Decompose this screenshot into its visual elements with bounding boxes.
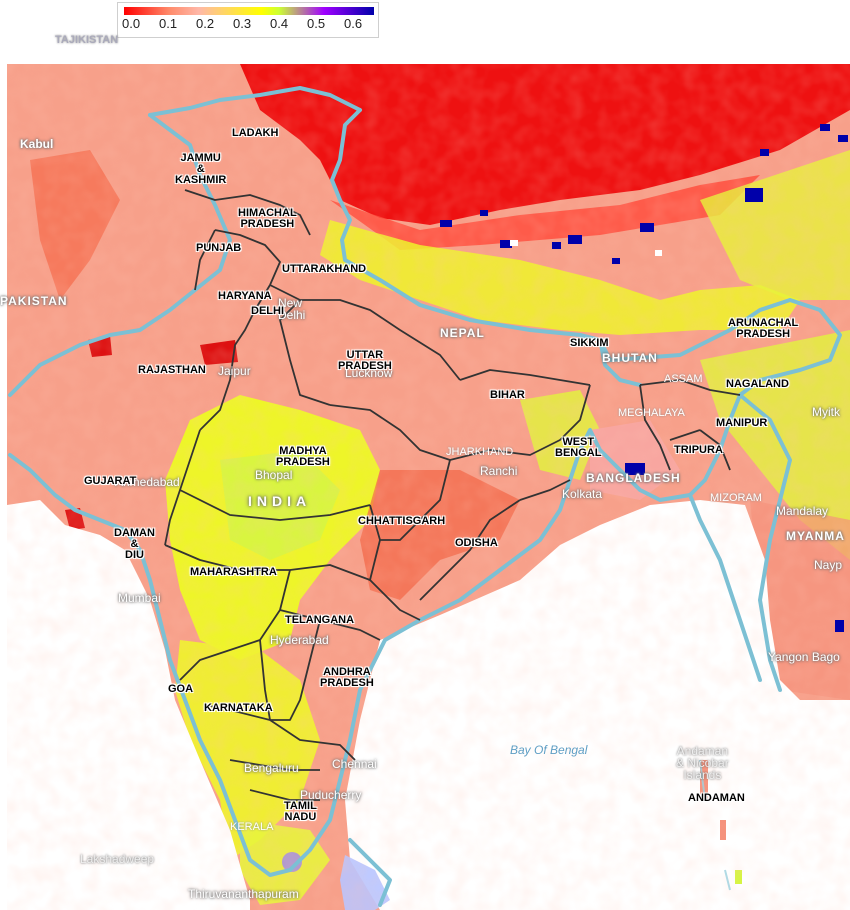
state-label-nagaland: NAGALAND xyxy=(726,378,789,390)
state-label-tamil-nadu: TAMIL NADU xyxy=(284,800,317,823)
city-label-mumbai: Mumbai xyxy=(118,591,161,605)
region-label-andaman-islands: Andaman & Nicobar Islands xyxy=(676,744,729,782)
state-label-telangana: TELANGANA xyxy=(285,614,355,626)
state-label-delhi: DELHI xyxy=(251,305,284,317)
international-boundaries xyxy=(8,86,842,907)
city-label-lucknow: Lucknow xyxy=(345,366,393,380)
colorbar-legend: 0.0 0.1 0.2 0.3 0.4 0.5 0.6 xyxy=(117,2,379,38)
region-label-myanmar: MYANMA xyxy=(786,529,845,543)
region-label-kerala: KERALA xyxy=(230,821,274,833)
region-label-meghalaya: MEGHALAYA xyxy=(618,407,685,419)
country-label-bhutan: BHUTAN xyxy=(602,351,658,365)
state-label-chhattisgarh: CHHATTISGARH xyxy=(358,515,446,527)
legend-tick: 0.5 xyxy=(307,16,326,31)
legend-tick: 0.2 xyxy=(196,16,215,31)
city-label-jaipur: Jaipur xyxy=(218,364,251,378)
city-label-bengaluru: Bengaluru xyxy=(244,761,299,775)
city-label-new-delhi: New Delhi xyxy=(278,296,306,322)
state-label-goa: GOA xyxy=(168,683,194,695)
state-boundaries xyxy=(164,189,741,801)
city-label-myitkyina: Myitk xyxy=(812,405,840,419)
state-label-manipur: MANIPUR xyxy=(716,417,768,429)
city-label-naypyidaw: Nayp xyxy=(814,558,843,572)
state-label-haryana: HARYANA xyxy=(218,290,272,302)
state-label-bihar: BIHAR xyxy=(490,389,525,401)
city-label-kolkata: Kolkata xyxy=(562,487,603,501)
state-label-west-bengal: WEST BENGAL xyxy=(555,436,602,459)
region-label-assam: ASSAM xyxy=(664,373,703,385)
city-label-yangon: Yangon Bago xyxy=(768,650,840,664)
state-label-madhya-pradesh: MADHYA PRADESH xyxy=(276,445,330,468)
state-label-uttar-pradesh: UTTAR PRADESH xyxy=(338,349,392,372)
state-label-karnataka: KARNATAKA xyxy=(204,702,273,714)
legend-tick: 0.3 xyxy=(233,16,252,31)
state-label-tripura: TRIPURA xyxy=(674,444,723,456)
city-label-kabul: Kabul xyxy=(20,137,54,151)
state-label-odisha: ODISHA xyxy=(455,537,498,549)
city-label-bhopal: Bhopal xyxy=(255,468,293,482)
state-label-maharashtra: MAHARASHTRA xyxy=(190,566,277,578)
city-label-mandalay: Mandalay xyxy=(776,504,829,518)
country-label-pakistan: PAKISTAN xyxy=(0,294,68,308)
state-label-andaman: ANDAMAN xyxy=(688,792,745,804)
city-label-chennai: Chennai xyxy=(332,757,377,771)
state-label-punjab: PUNJAB xyxy=(196,242,242,254)
city-label-ahmedabad: Ahmedabad xyxy=(115,475,180,489)
region-label-lakshadweep: Lakshadweep xyxy=(80,852,155,866)
state-label-rajasthan: RAJASTHAN xyxy=(138,364,206,376)
state-label-himachal-pradesh: HIMACHAL PRADESH xyxy=(238,207,297,230)
city-label-ranchi: Ranchi xyxy=(480,464,518,478)
legend-tick: 0.6 xyxy=(344,16,363,31)
legend-tick: 0.4 xyxy=(270,16,289,31)
region-label-mizoram: MIZORAM xyxy=(710,492,762,504)
state-label-andhra-pradesh: ANDHRA PRADESH xyxy=(320,666,374,689)
state-label-jammu-kashmir: JAMMU & KASHMIR xyxy=(175,152,227,186)
water-label-bay-of-bengal: Bay Of Bengal xyxy=(510,743,588,757)
state-label-gujarat: GUJARAT xyxy=(84,475,137,487)
colorbar-gradient xyxy=(124,7,374,15)
state-label-arunachal-pradesh: ARUNACHAL PRADESH xyxy=(728,317,799,340)
legend-tick: 0.0 xyxy=(122,16,141,31)
city-label-puducherry: Puducherry xyxy=(300,788,362,802)
state-label-uttarakhand: UTTARAKHAND xyxy=(282,263,367,275)
country-label-india: INDIA xyxy=(248,493,312,509)
country-label-tajikistan: TAJIKISTAN xyxy=(55,34,119,46)
city-label-thiruvananthapuram: Thiruvananthapuram xyxy=(188,887,299,901)
state-label-daman-diu: DAMAN & DIU xyxy=(114,527,155,561)
country-label-bangladesh: BANGLADESH xyxy=(586,471,681,485)
country-label-nepal: NEPAL xyxy=(440,326,485,340)
state-label-sikkim: SIKKIM xyxy=(570,337,609,349)
city-label-hyderabad: Hyderabad xyxy=(270,633,329,647)
state-label-ladakh: LADAKH xyxy=(232,127,279,139)
legend-tick: 0.1 xyxy=(159,16,178,31)
region-label-jharkhand: JHARKHAND xyxy=(446,446,514,458)
